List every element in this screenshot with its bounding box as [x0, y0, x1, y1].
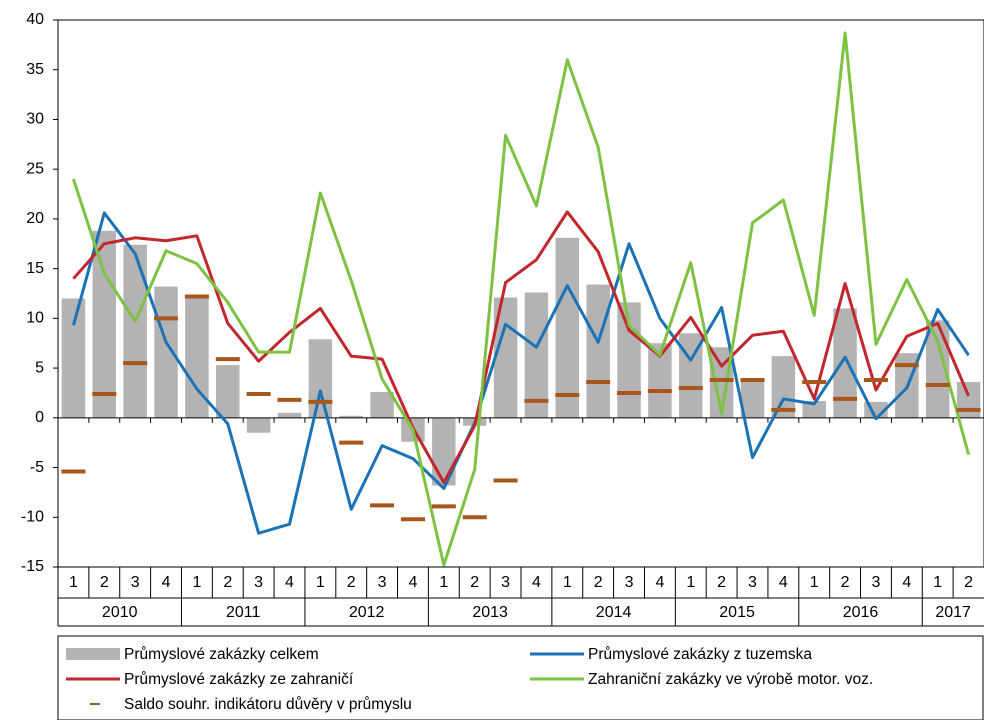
bar: [740, 380, 765, 418]
bar: [277, 412, 302, 418]
x-tick-label: 1: [316, 574, 325, 591]
bar: [956, 382, 981, 418]
bar: [432, 417, 456, 486]
bar: [339, 415, 363, 418]
legend: Průmyslové zakázky celkem Průmyslové zaká…: [57, 635, 984, 720]
y-tick-label: 40: [26, 11, 44, 28]
year-label: 2013: [472, 604, 508, 621]
plot-frame: [57, 19, 984, 568]
year-label: 2017: [935, 604, 971, 621]
x-tick-label: 4: [409, 574, 418, 591]
year-label: 2014: [596, 604, 632, 621]
legend-label: Průmyslové zakázky ze zahraničí: [124, 671, 354, 688]
legend-label: Průmyslové zakázky z tuzemska: [588, 646, 812, 663]
bar: [308, 339, 333, 418]
bar: [123, 244, 147, 418]
year-label: 2011: [226, 604, 261, 621]
bar: [524, 292, 549, 418]
x-tick-label: 3: [872, 574, 881, 591]
y-tick-label: 25: [26, 160, 44, 177]
bar: [802, 400, 826, 418]
x-tick-label: 3: [501, 574, 510, 591]
x-tick-label: 3: [254, 574, 263, 591]
year-label: 2010: [102, 604, 138, 621]
x-tick-label: 3: [378, 574, 387, 591]
x-tick-label: 1: [563, 574, 572, 591]
legend-label: Zahraniční zakázky ve výrobě motor. voz.: [588, 671, 873, 688]
x-tick-label: 4: [162, 574, 171, 591]
y-tick-label: -5: [30, 459, 44, 476]
bar: [648, 343, 672, 418]
bar: [92, 230, 117, 418]
y-tick-label: 15: [26, 260, 44, 277]
legend-box: [57, 635, 984, 720]
y-tick-label: 30: [26, 111, 44, 128]
legend-key: [66, 648, 120, 660]
legend-label: Saldo souhr. indikátoru důvěry v průmysl…: [124, 696, 412, 713]
bar: [61, 298, 86, 418]
y-tick-label: -10: [21, 508, 44, 525]
x-tick-label: 2: [841, 574, 850, 591]
bar: [216, 365, 240, 418]
y-tick-label: 5: [35, 359, 44, 376]
x-tick-label: 1: [810, 574, 819, 591]
x-tick-label: 2: [964, 574, 973, 591]
x-tick-label: 1: [69, 574, 78, 591]
bar: [925, 320, 950, 418]
x-tick-label: 2: [717, 574, 726, 591]
bar: [185, 298, 209, 418]
x-tick-label: 3: [748, 574, 757, 591]
x-tick-label: 2: [100, 574, 109, 591]
x-tick-label: 4: [285, 574, 294, 591]
x-tick-label: 1: [686, 574, 695, 591]
x-tick-label: 3: [131, 574, 140, 591]
y-tick-label: 35: [26, 61, 44, 78]
x-tick-label: 2: [347, 574, 356, 591]
y-tick-label: 10: [26, 310, 44, 327]
x-tick-label: 4: [902, 574, 911, 591]
bar: [246, 417, 271, 433]
y-tick-label: 0: [35, 409, 44, 426]
bar: [586, 284, 610, 418]
legend-label: Průmyslové zakázky celkem: [124, 646, 319, 663]
x-tick-label: 3: [625, 574, 634, 591]
x-tick-label: 4: [655, 574, 664, 591]
line: [71, 211, 970, 535]
x-tick-label: 4: [779, 574, 788, 591]
y-tick-label: 20: [26, 210, 44, 227]
year-label: 2015: [719, 604, 755, 621]
x-tick-label: 1: [192, 574, 201, 591]
x-tick-label: 2: [223, 574, 232, 591]
y-tick-label: -15: [21, 558, 44, 575]
bar: [833, 308, 857, 418]
x-tick-label: 1: [439, 574, 448, 591]
line: [72, 31, 971, 567]
x-tick-label: 4: [532, 574, 541, 591]
x-tick-label: 2: [470, 574, 479, 591]
x-tick-label: 1: [933, 574, 942, 591]
bar: [370, 391, 394, 418]
bar: [771, 356, 796, 418]
year-label: 2016: [843, 604, 879, 621]
line: [72, 210, 970, 484]
x-tick-label: 2: [594, 574, 603, 591]
year-label: 2012: [349, 604, 385, 621]
bar: [555, 237, 580, 418]
bar: [709, 347, 734, 418]
